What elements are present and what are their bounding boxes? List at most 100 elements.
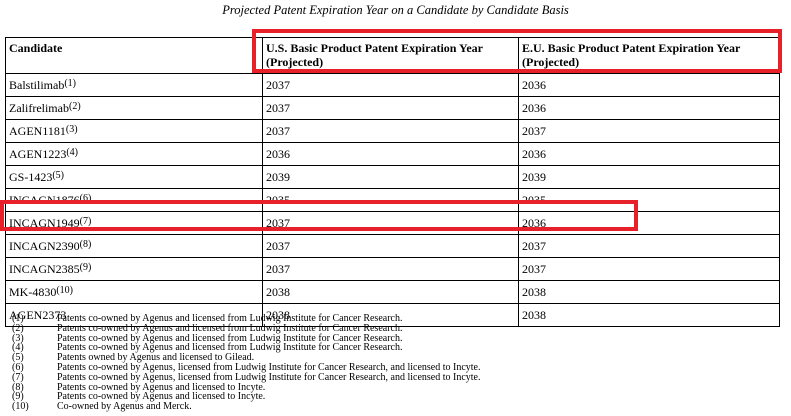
footnote-ref: (3) <box>65 123 78 135</box>
column-header-subline: (Projected) <box>522 55 580 69</box>
eu-expiration-cell: 2037 <box>518 119 780 143</box>
footnote: (10) Co-owned by Agenus and Merck. <box>12 402 782 412</box>
footnote: (7) Patents co-owned by Agenus, licensed … <box>12 371 782 383</box>
footnote: (9) Patents co-owned by Agenus and licens… <box>12 392 782 402</box>
us-expiration-cell: 2035 <box>262 188 519 212</box>
footnote-text: Patents co-owned by Agenus and licensed … <box>57 381 266 393</box>
table-row: MK-4830(10) 2038 2038 <box>5 280 780 304</box>
candidate-cell: AGEN2373 <box>5 303 263 327</box>
eu-expiration-cell: 2039 <box>518 165 780 189</box>
footnote-text: Co-owned by Agenus and Merck. <box>57 401 192 413</box>
candidate-cell: INCAGN2385(9) <box>5 257 263 281</box>
candidate-cell: AGEN1223(4) <box>5 142 263 166</box>
us-expiration-cell: 2039 <box>262 165 519 189</box>
footnote-number: (6) <box>12 361 24 373</box>
footnote-number: (5) <box>12 352 24 364</box>
candidate-name: AGEN1181 <box>9 124 66 138</box>
footnote: (5) Patents owned by Agenus and licensed … <box>12 353 782 363</box>
footnote: (2) Patents co-owned by Agenus and licens… <box>12 322 782 334</box>
eu-expiration-cell: 2038 <box>518 280 780 304</box>
candidate-cell: INCAGN2390(8) <box>5 234 263 258</box>
candidate-name: AGEN2373 <box>9 308 67 322</box>
eu-expiration-cell: 2036 <box>518 142 780 166</box>
eu-expiration-cell: 2035 <box>518 188 780 212</box>
candidate-name: AGEN1223 <box>9 147 67 161</box>
footnote-text: Patents co-owned by Agenus and licensed … <box>57 342 403 354</box>
table-row: INCAGN1876(6) 2035 2035 <box>5 188 780 212</box>
candidate-cell: Zalifrelimab(2) <box>5 96 263 120</box>
table-row: AGEN1181(3) 2037 2037 <box>5 119 780 143</box>
footnote-number: (9) <box>12 391 24 403</box>
candidate-name: INCAGN2385 <box>9 262 80 276</box>
patent-expiration-table: Candidate U.S. Basic Product Patent Expi… <box>5 37 780 327</box>
us-expiration-cell: 2037 <box>262 211 519 235</box>
candidate-cell: Balstilimab(1) <box>5 73 263 97</box>
column-header-eu-expiration: E.U. Basic Product Patent Expiration Yea… <box>518 37 780 74</box>
document-title: Projected Patent Expiration Year on a Ca… <box>222 3 569 17</box>
us-expiration-cell: 2036 <box>262 142 519 166</box>
us-expiration-cell: 2037 <box>262 96 519 120</box>
footnote-text: Patents co-owned by Agenus and licensed … <box>57 391 266 403</box>
column-header-us-expiration: U.S. Basic Product Patent Expiration Yea… <box>262 37 519 74</box>
footnote-text: Patents co-owned by Agenus and licensed … <box>57 332 403 344</box>
footnote-ref: (5) <box>52 169 65 181</box>
us-expiration-cell: 2037 <box>262 234 519 258</box>
footnote-number: (4) <box>12 342 24 354</box>
table-row-highlighted: INCAGN1949(7) 2037 2036 <box>5 211 780 235</box>
eu-expiration-cell: 2036 <box>518 73 780 97</box>
footnote-number: (3) <box>12 332 24 344</box>
footnote-ref: (6) <box>79 192 92 204</box>
table-row: GS-1423(5) 2039 2039 <box>5 165 780 189</box>
footnote: (1) Patents co-owned by Agenus and licens… <box>12 314 782 324</box>
candidate-cell: AGEN1181(3) <box>5 119 263 143</box>
table-row: Balstilimab(1) 2037 2036 <box>5 73 780 97</box>
footnote: (4) Patents co-owned by Agenus and licens… <box>12 343 782 353</box>
column-header-subline: (Projected) <box>266 55 324 69</box>
candidate-name: GS-1423 <box>9 170 53 184</box>
eu-expiration-cell: 2037 <box>518 257 780 281</box>
column-header-label: Candidate <box>9 41 63 55</box>
column-header-candidate: Candidate <box>5 37 263 74</box>
footnote-number: (7) <box>12 371 24 383</box>
table-row: AGEN2373 2038 2038 <box>5 303 780 327</box>
footnote-text: Patents owned by Agenus and licensed to … <box>57 352 255 364</box>
table-row: INCAGN2390(8) 2037 2037 <box>5 234 780 258</box>
footnote-ref: (8) <box>79 238 92 250</box>
footnote-text: Patents co-owned by Agenus and licensed … <box>57 322 403 334</box>
footnote-number: (1) <box>12 313 24 324</box>
footnote-number: (8) <box>12 381 24 393</box>
candidate-name: Zalifrelimab <box>9 101 69 115</box>
column-header-label: E.U. Basic Product Patent Expiration Yea… <box>522 41 741 55</box>
footnote-text: Patents co-owned by Agenus, licensed fro… <box>57 371 481 383</box>
eu-expiration-cell: 2037 <box>518 234 780 258</box>
table-row: AGEN1223(4) 2036 2036 <box>5 142 780 166</box>
eu-expiration-cell: 2036 <box>518 211 780 235</box>
candidate-cell: GS-1423(5) <box>5 165 263 189</box>
footnote-text: Patents co-owned by Agenus and licensed … <box>57 313 403 324</box>
candidate-name: INCAGN1876 <box>9 193 80 207</box>
footnote: (3) Patents co-owned by Agenus and licens… <box>12 332 782 344</box>
us-expiration-cell: 2037 <box>262 119 519 143</box>
candidate-cell: MK-4830(10) <box>5 280 263 304</box>
table-header-row: Candidate U.S. Basic Product Patent Expi… <box>5 37 780 74</box>
column-header-label: U.S. Basic Product Patent Expiration Yea… <box>266 41 483 55</box>
candidate-name: INCAGN1949 <box>9 216 80 230</box>
footnote: (8) Patents co-owned by Agenus and licens… <box>12 381 782 393</box>
us-expiration-cell: 2038 <box>262 280 519 304</box>
candidate-name: MK-4830 <box>9 285 57 299</box>
footnote-ref: (4) <box>66 146 78 158</box>
footnote-number: (2) <box>12 322 24 334</box>
candidate-cell: INCAGN1876(6) <box>5 188 263 212</box>
footnotes-section: (1) Patents co-owned by Agenus and licens… <box>12 314 782 412</box>
footnote-number: (10) <box>12 401 29 413</box>
footnote-text: Patents co-owned by Agenus, licensed fro… <box>57 361 481 373</box>
footnote-ref: (10) <box>56 284 74 296</box>
candidate-cell: INCAGN1949(7) <box>5 211 263 235</box>
footnote-ref: (9) <box>79 261 92 273</box>
footnote: (6) Patents co-owned by Agenus, licensed … <box>12 363 782 373</box>
eu-expiration-cell: 2036 <box>518 96 780 120</box>
footnote-ref: (2) <box>68 100 81 112</box>
footnote-ref: (7) <box>79 215 92 227</box>
eu-expiration-cell: 2038 <box>518 303 780 327</box>
